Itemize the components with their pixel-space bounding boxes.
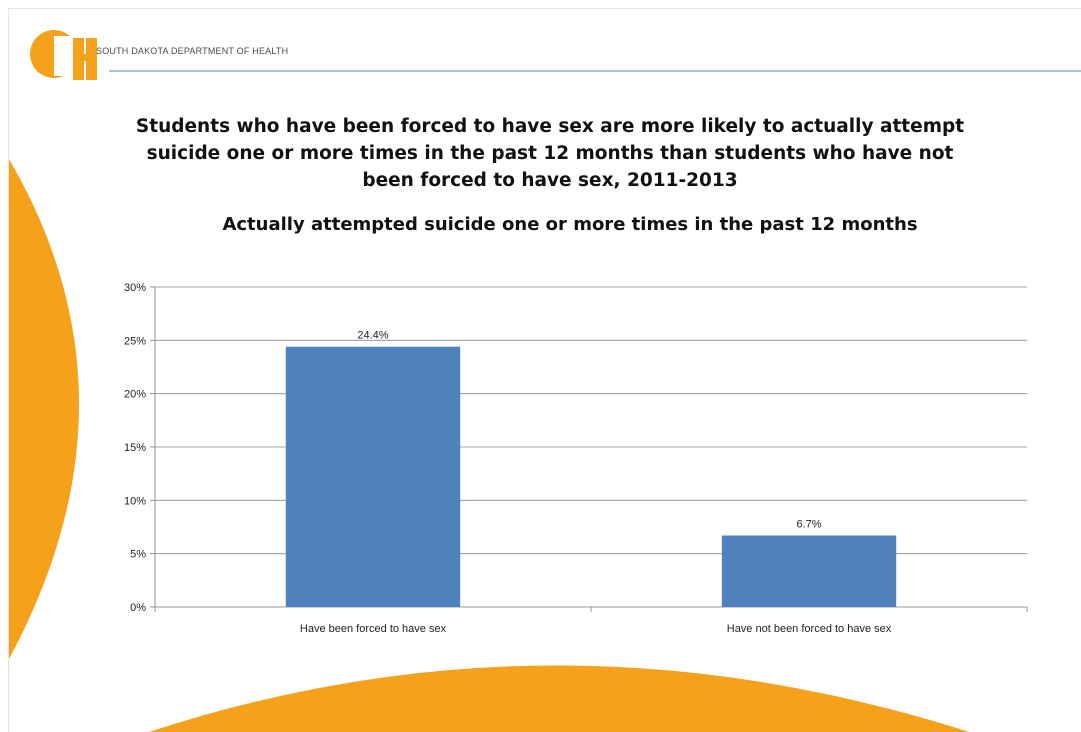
y-tick-label: 30% — [124, 282, 146, 294]
bar — [722, 536, 896, 607]
y-tick-label: 25% — [124, 335, 146, 347]
data-label: 6.7% — [796, 519, 821, 531]
category-label: Have not been forced to have sex — [727, 623, 892, 635]
y-tick-label: 10% — [124, 495, 146, 507]
data-label: 24.4% — [357, 330, 388, 342]
y-tick-label: 15% — [124, 442, 146, 454]
y-tick-label: 20% — [124, 389, 146, 401]
y-tick-label: 0% — [130, 602, 146, 614]
y-tick-label: 5% — [130, 549, 146, 561]
category-label: Have been forced to have sex — [300, 623, 447, 635]
bar — [286, 347, 460, 607]
